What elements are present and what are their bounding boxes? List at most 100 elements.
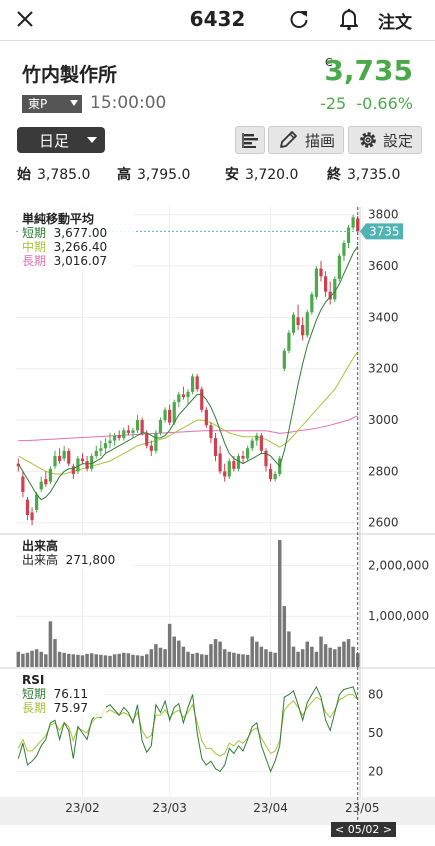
volume-bar (310, 646, 314, 667)
close-mark: C (325, 56, 333, 69)
price-tick-label: 3600 (368, 259, 399, 273)
candle (250, 440, 254, 449)
volume-bar (181, 646, 186, 667)
volume-bar (241, 654, 245, 667)
candle (209, 425, 213, 439)
volume-bar (167, 623, 172, 667)
price-tick-label: 3400 (368, 310, 399, 324)
rsi-tick-label: 50 (368, 726, 383, 740)
bar-list-icon (242, 133, 258, 148)
candle (140, 420, 144, 433)
volume-bar (89, 653, 94, 667)
bell-icon[interactable] (338, 7, 360, 31)
quote-time: 15:00:00 (90, 93, 167, 113)
volume-bar (232, 652, 236, 667)
candle (291, 314, 296, 333)
volume-bar (222, 649, 227, 667)
volume-bar (305, 641, 309, 667)
volume-bar (48, 621, 53, 667)
candle (76, 458, 80, 472)
candle (25, 499, 30, 516)
time-tick-label: 23/03 (152, 801, 187, 815)
candle (200, 389, 204, 410)
volume-bar (149, 649, 154, 667)
stock-chart[interactable]: 2600 2800 3000 3200 3400 3600 3800 23/02 23/03 23… (0, 185, 435, 825)
price-tick-label: 3200 (368, 362, 399, 376)
rsi-long-line (17, 694, 359, 757)
volume-bar (117, 653, 121, 667)
chevron-down-icon (70, 100, 78, 106)
candle (103, 443, 108, 449)
indicator-button[interactable] (235, 126, 265, 154)
high-price: 高 3,795.0 (117, 167, 191, 183)
candle (282, 350, 286, 369)
candle (16, 463, 20, 467)
rsi-tick-label: 20 (368, 764, 383, 778)
current-date-label[interactable]: < 05/02 > (331, 822, 397, 837)
volume-bar (112, 654, 117, 667)
volume-bar (328, 647, 332, 667)
refresh-icon[interactable] (288, 8, 310, 30)
volume-bar (103, 655, 108, 667)
rsi-short-line (17, 685, 359, 773)
candle (135, 420, 140, 431)
candle (337, 255, 341, 279)
volume-bar (25, 652, 30, 667)
current-price-tag-label: 3735 (369, 224, 400, 238)
current-price-tag (360, 223, 403, 240)
order-button[interactable]: 注文 (378, 13, 412, 33)
settings-button[interactable]: 設定 (348, 126, 422, 154)
draw-label: 描画 (305, 132, 336, 150)
volume-bar (163, 649, 167, 667)
price-tick-label: 2800 (368, 464, 399, 478)
volume-bar (255, 641, 259, 667)
candle (53, 455, 57, 467)
candle (168, 409, 172, 423)
volume-bar (277, 540, 282, 667)
volume-bar (94, 654, 99, 667)
stock-code: 6432 (189, 7, 246, 31)
candle (351, 217, 355, 228)
volume-bar (245, 654, 250, 667)
volume-bar (71, 654, 76, 667)
volume-row: 出来高 271,800 (22, 553, 116, 567)
volume-bar (342, 641, 346, 667)
candle (232, 461, 236, 469)
candle (246, 448, 250, 459)
ma-legend: 単純移動平均 短期 3,677.00 中期 3,266.40 長期 3,016.… (18, 210, 134, 270)
candle (67, 450, 71, 464)
volume-bar (140, 655, 144, 667)
period-label: 日足 (39, 132, 70, 150)
candle (145, 432, 149, 446)
candle (62, 450, 66, 459)
volume-bar (80, 655, 85, 667)
volume-bar (204, 654, 209, 667)
low-price: 安 3,720.0 (225, 167, 299, 183)
draw-button[interactable]: 描画 (268, 126, 344, 154)
candle (172, 402, 176, 423)
volume-bar (250, 636, 254, 667)
volume-bar (351, 646, 355, 667)
volume-bar (135, 655, 140, 667)
candle (314, 268, 319, 297)
close-price: 終 3,735.0 (327, 167, 401, 183)
volume-bar (131, 654, 135, 667)
candle (177, 394, 181, 403)
ma-long-row: 長期 3,016.07 (22, 254, 108, 268)
volume-tick-label: 2,000,000 (368, 558, 429, 572)
candle (264, 450, 268, 467)
candle (218, 453, 222, 472)
volume-bar (177, 640, 181, 667)
candle (328, 291, 332, 300)
candle (333, 278, 337, 300)
period-select[interactable]: 日足 (17, 127, 105, 153)
candle (108, 440, 112, 444)
change-value: -25 (320, 94, 347, 113)
market-select[interactable]: 東P (22, 95, 82, 113)
volume-bar (186, 651, 190, 667)
settings-label: 設定 (383, 132, 414, 150)
close-icon[interactable] (14, 8, 36, 30)
candle (259, 435, 263, 451)
candle (71, 466, 75, 474)
rsi-tick-label: 80 (368, 688, 383, 702)
